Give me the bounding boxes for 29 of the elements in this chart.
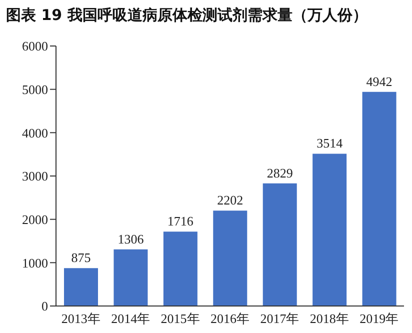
x-tick-label: 2013年	[61, 311, 100, 326]
chart-title: 图表 19 我国呼吸道病原体检测试剂需求量（万人份）	[6, 6, 368, 25]
y-tick-label: 2000	[22, 212, 48, 227]
data-label: 1716	[167, 214, 194, 229]
bar	[312, 154, 347, 306]
x-tick-label: 2017年	[260, 311, 300, 326]
data-label: 3514	[316, 136, 344, 151]
y-tick-label: 3000	[22, 168, 48, 184]
data-label: 1306	[118, 231, 144, 246]
bar	[213, 210, 248, 306]
y-tick-label: 1000	[22, 255, 48, 270]
x-tick-label: 2015年	[160, 311, 200, 326]
y-tick-label: 0	[42, 298, 48, 314]
x-tick-label: 2018年	[310, 311, 349, 326]
x-tick-label: 2019年	[360, 311, 399, 326]
bar	[114, 249, 148, 306]
data-label: 4942	[366, 74, 392, 89]
bar	[362, 92, 396, 306]
x-tick-label: 2014年	[111, 311, 150, 326]
data-label: 2829	[266, 165, 293, 180]
data-label: 875	[71, 250, 91, 266]
y-tick-label: 5000	[22, 82, 48, 97]
y-tick-label: 6000	[22, 38, 48, 54]
bar	[163, 232, 198, 306]
bar	[64, 268, 98, 306]
data-label: 2202	[217, 192, 244, 208]
y-tick-label: 4000	[22, 125, 48, 140]
bar	[262, 183, 297, 306]
x-tick-label: 2016年	[210, 311, 250, 326]
